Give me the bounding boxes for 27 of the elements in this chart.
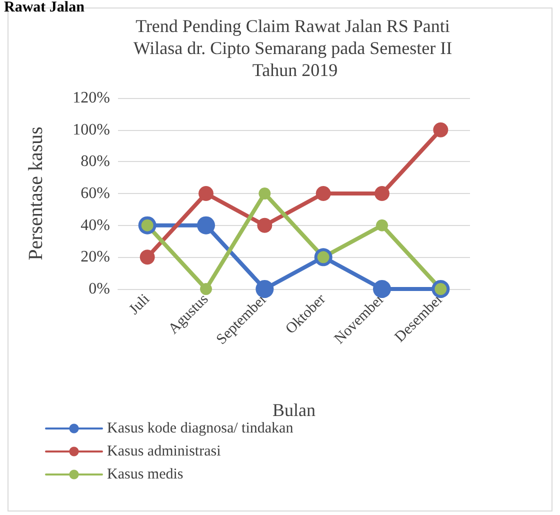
y-tick-label: 40% <box>80 216 110 234</box>
point <box>374 186 390 201</box>
text: Rawat Jalan <box>4 0 86 16</box>
y-tick-label: 80% <box>80 153 110 170</box>
y-tick-label: 100% <box>72 121 110 138</box>
point <box>140 250 155 265</box>
legend-label: Kasus administrasi <box>107 444 221 460</box>
point <box>198 186 214 201</box>
point <box>256 280 274 298</box>
point <box>200 283 212 295</box>
y-axis-title: Persentase kasus <box>25 126 47 260</box>
y-tick-label: 20% <box>80 248 110 266</box>
y-tick-label: 0% <box>88 280 110 298</box>
legend-label: Kasus medis <box>107 466 184 482</box>
point <box>316 186 331 201</box>
y-tick-label: 60% <box>80 185 110 202</box>
point <box>197 216 215 234</box>
chart-title: Trend Pending Claim Rawat Jalan RS Panti Wilasa dr. Cipto Semarang pada Semester II Tahun 2019 <box>133 16 457 80</box>
point <box>433 122 448 138</box>
point <box>376 219 388 232</box>
legend-label: Kasus kode diagnosa/ tindakan <box>107 420 294 436</box>
point <box>373 280 391 298</box>
y-tick-label: 120% <box>72 90 110 106</box>
x-axis-title: Bulan <box>272 400 316 420</box>
x-tick-label: Juli <box>126 291 153 318</box>
point <box>258 188 271 200</box>
point <box>257 218 272 233</box>
